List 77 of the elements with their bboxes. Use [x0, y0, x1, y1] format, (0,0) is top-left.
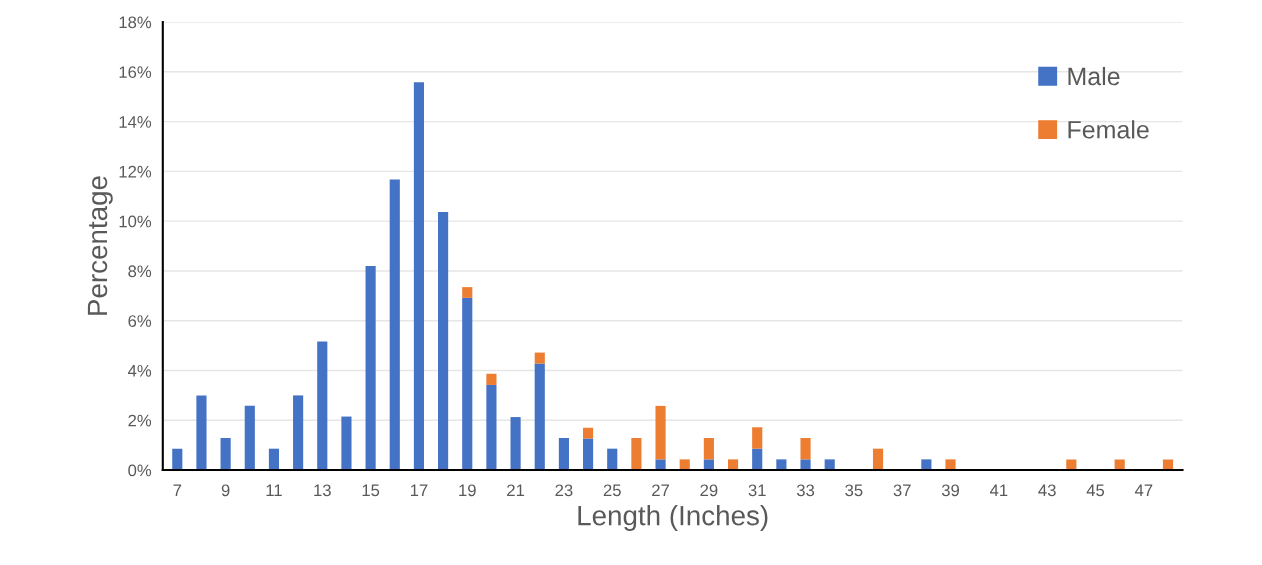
bar [824, 459, 835, 471]
bar [172, 448, 183, 471]
x-tick-label: 11 [266, 484, 282, 497]
y-tick-label: 4% [127, 364, 152, 377]
y-tick-label: 16% [119, 66, 152, 79]
bar [486, 384, 497, 471]
y-tick-label: 10% [119, 215, 152, 228]
bar [921, 459, 932, 471]
x-tick-label: 31 [748, 484, 766, 497]
bar [534, 363, 545, 471]
bar [196, 395, 207, 471]
y-tick-label: 14% [119, 116, 152, 128]
bar [558, 437, 569, 471]
bar [1162, 459, 1174, 471]
bar [655, 459, 666, 471]
bar [583, 427, 594, 439]
bar [220, 437, 231, 471]
x-tick-label: 19 [459, 484, 476, 497]
bar [486, 373, 497, 385]
bar [703, 459, 714, 471]
bar [679, 459, 690, 471]
y-tick-label: 12% [119, 165, 152, 178]
x-tick-label: 35 [845, 484, 863, 497]
x-tick-label: 21 [507, 484, 525, 497]
bar [607, 448, 618, 471]
bar [317, 341, 328, 471]
bar [438, 211, 449, 471]
bar [872, 448, 884, 471]
x-tick-label: 41 [989, 484, 1008, 497]
x-tick-label: 13 [314, 484, 331, 497]
x-tick-label: 17 [410, 484, 428, 497]
bar [244, 405, 255, 471]
x-tick-label: 27 [652, 484, 669, 497]
y-tick-label: 6% [128, 315, 152, 327]
bar [293, 395, 304, 471]
legend-label: Female [1068, 120, 1149, 139]
bar [462, 297, 473, 471]
bar [776, 459, 787, 471]
bar [510, 417, 521, 471]
y-tick-label: 18% [119, 16, 152, 29]
x-tick-label: 15 [362, 484, 380, 497]
x-tick-label: 29 [700, 484, 718, 497]
x-tick-label: 25 [603, 484, 621, 497]
y-axis-title: Percentage [87, 176, 113, 315]
bar [583, 438, 594, 471]
bar [727, 459, 739, 471]
bar [655, 405, 666, 460]
x-tick-label: 43 [1038, 484, 1056, 497]
y-tick-label: 8% [128, 265, 152, 278]
y-tick-label: 0% [128, 464, 152, 477]
bar [800, 459, 811, 471]
x-tick-label: 37 [893, 484, 911, 497]
bar [945, 459, 956, 471]
x-tick-label: 33 [796, 484, 815, 497]
bar [341, 416, 352, 471]
x-tick-label: 39 [941, 484, 960, 497]
x-axis-title: Length (Inches) [578, 505, 768, 531]
bar [413, 82, 424, 471]
bar [365, 265, 376, 471]
bar [752, 448, 763, 471]
x-tick-label: 9 [221, 484, 230, 497]
x-tick-label: 47 [1134, 484, 1153, 497]
bar [631, 437, 642, 471]
bar [1066, 459, 1077, 471]
y-tick-label: 2% [128, 414, 152, 427]
bar [800, 437, 811, 460]
bar [534, 352, 545, 364]
bar [752, 427, 763, 449]
bar [268, 448, 280, 471]
bar [389, 179, 400, 471]
bar [1114, 459, 1125, 471]
legend-label: Male [1068, 66, 1120, 86]
x-tick-label: 45 [1086, 484, 1105, 497]
bar [462, 287, 473, 298]
x-tick-label: 7 [173, 484, 182, 497]
bar [703, 437, 714, 460]
x-tick-label: 23 [555, 484, 573, 497]
